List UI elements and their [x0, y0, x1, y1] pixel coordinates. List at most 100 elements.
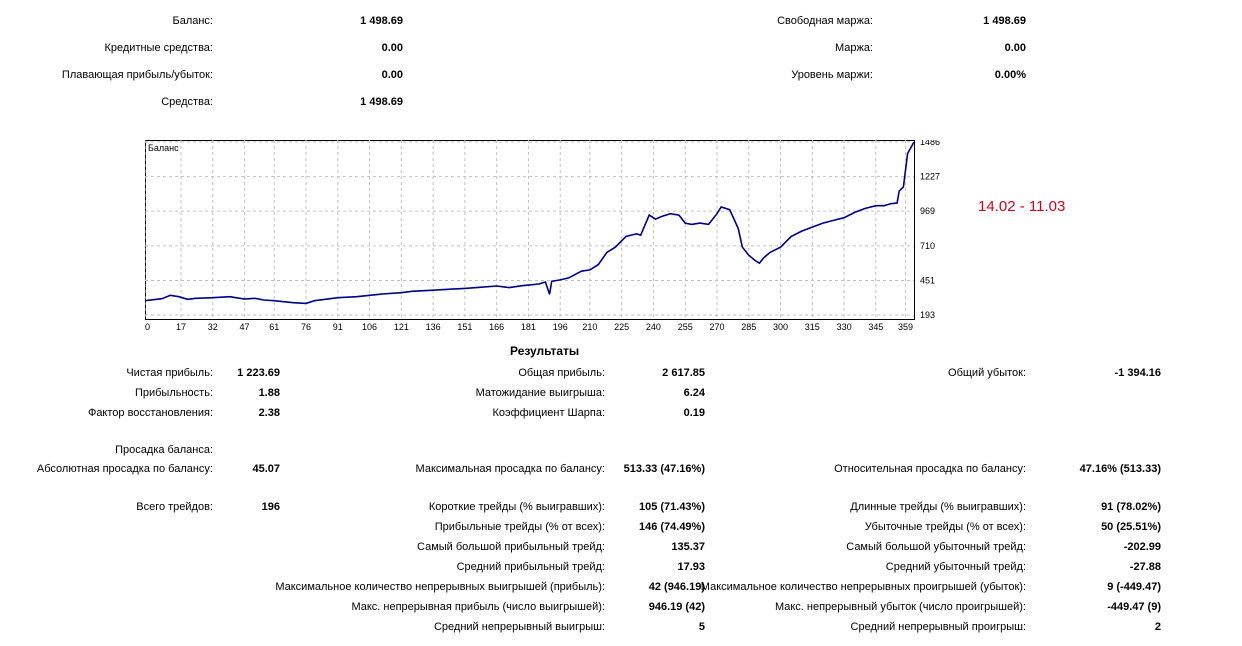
- x-tick-label: 181: [521, 322, 536, 332]
- x-tick-label: 121: [394, 322, 409, 332]
- x-tick-label: 0: [145, 322, 150, 332]
- x-tick-label: 136: [426, 322, 441, 332]
- y-tick-label: 710: [920, 241, 935, 251]
- gross-loss-value: -1 394.16: [1114, 367, 1161, 379]
- margin-level-value: 0.00%: [994, 69, 1026, 81]
- avg-cons-losses-label: Средний непрерывный проигрыш:: [850, 621, 1026, 633]
- x-tick-label: 345: [868, 322, 883, 332]
- max-cons-wins-label: Максимальное количество непрерывных выиг…: [275, 581, 605, 593]
- gross-loss-label: Общий убыток:: [948, 367, 1026, 379]
- balance-label: Баланс:: [172, 15, 213, 27]
- floating-value: 0.00: [381, 69, 403, 81]
- x-tick-label: 270: [709, 322, 724, 332]
- largest-profit-label: Самый большой прибыльный трейд:: [417, 541, 605, 553]
- max-drawdown-value: 513.33 (47.16%): [623, 463, 705, 475]
- profit-trades-label: Прибыльные трейды (% от всех):: [434, 521, 605, 533]
- profit-trades-value: 146 (74.49%): [638, 521, 705, 533]
- equity-label: Средства:: [161, 96, 213, 108]
- x-tick-label: 76: [301, 322, 311, 332]
- x-tick-label: 106: [362, 322, 377, 332]
- results-title: Результаты: [510, 344, 580, 358]
- credit-label: Кредитные средства:: [104, 42, 213, 54]
- long-trades-value: 91 (78.02%): [1101, 501, 1161, 513]
- max-cons-loss-value: -449.47 (9): [1107, 601, 1161, 613]
- avg-cons-wins-label: Средний непрерывный выигрыш:: [433, 621, 605, 633]
- y-tick-label: 193: [920, 310, 935, 320]
- free-margin-value: 1 498.69: [983, 15, 1026, 27]
- x-tick-label: 285: [741, 322, 756, 332]
- x-tick-label: 225: [614, 322, 629, 332]
- balance-series-line: [145, 141, 915, 305]
- chart-plot-area: [145, 140, 915, 320]
- gross-profit-value: 2 617.85: [662, 367, 705, 379]
- y-tick-label: 1486: [920, 140, 940, 147]
- y-tick-label: 969: [920, 206, 935, 216]
- balance-value: 1 498.69: [360, 15, 403, 27]
- x-tick-label: 359: [898, 322, 913, 332]
- x-tick-label: 196: [553, 322, 568, 332]
- largest-profit-value: 135.37: [671, 541, 705, 553]
- rel-drawdown-value: 47.16% (513.33): [1079, 463, 1161, 475]
- avg-loss-value: -27.88: [1129, 561, 1161, 573]
- x-tick-label: 210: [582, 322, 597, 332]
- avg-profit-label: Средний прибыльный трейд:: [456, 561, 605, 573]
- recovery-factor-label: Фактор восстановления:: [87, 407, 213, 419]
- x-tick-label: 91: [333, 322, 343, 332]
- margin-value: 0.00: [1004, 42, 1026, 54]
- margin-label: Маржа:: [834, 42, 873, 54]
- recovery-factor-value: 2.38: [258, 407, 280, 419]
- short-trades-value: 105 (71.43%): [638, 501, 705, 513]
- profit-factor-label: Прибыльность:: [134, 387, 213, 399]
- max-cons-profit-label: Макс. непрерывная прибыль (число выигрыш…: [351, 601, 605, 613]
- y-axis-ticks: 1486 1227 969 710 451 193: [920, 140, 940, 320]
- max-cons-losses-label: Максимальное количество непрерывных прои…: [700, 581, 1026, 593]
- net-profit-value: 1 223.69: [237, 367, 280, 379]
- balance-chart: Баланс 1486 1227 969 710 451 193 0 17 32 47 61 76 9…: [145, 140, 940, 332]
- margin-level-label: Уровень маржи:: [791, 69, 873, 81]
- x-tick-label: 166: [489, 322, 504, 332]
- max-cons-wins-value: 42 (946.19): [648, 581, 705, 593]
- total-trades-label: Всего трейдов:: [136, 501, 213, 513]
- abs-drawdown-label: Абсолютная просадка по балансу:: [36, 463, 213, 475]
- x-tick-label: 330: [837, 322, 852, 332]
- avg-cons-losses-value: 2: [1154, 621, 1161, 633]
- sharpe-label: Коэффициент Шарпа:: [492, 407, 605, 419]
- x-tick-label: 255: [678, 322, 693, 332]
- credit-value: 0.00: [381, 42, 403, 54]
- avg-cons-wins-value: 5: [698, 621, 705, 633]
- avg-loss-label: Средний убыточный трейд:: [885, 561, 1026, 573]
- y-tick-label: 1227: [920, 172, 940, 182]
- x-tick-label: 32: [208, 322, 218, 332]
- expected-payoff-value: 6.24: [683, 387, 705, 399]
- date-range-annotation: 14.02 - 11.03: [978, 198, 1066, 215]
- chart-grid: [145, 140, 914, 319]
- x-tick-label: 315: [805, 322, 820, 332]
- y-tick-label: 451: [920, 275, 935, 285]
- expected-payoff-label: Матожидание выигрыша:: [475, 387, 605, 399]
- max-drawdown-label: Максимальная просадка по балансу:: [415, 463, 605, 475]
- largest-loss-value: -202.99: [1123, 541, 1161, 553]
- abs-drawdown-value: 45.07: [252, 463, 280, 475]
- short-trades-label: Короткие трейды (% выигравших):: [428, 501, 605, 513]
- rel-drawdown-label: Относительная просадка по балансу:: [834, 463, 1026, 475]
- long-trades-label: Длинные трейды (% выигравших):: [850, 501, 1026, 513]
- max-cons-loss-label: Макс. непрерывный убыток (число проигрыш…: [774, 601, 1026, 613]
- max-cons-profit-value: 946.19 (42): [648, 601, 705, 613]
- max-cons-losses-value: 9 (-449.47): [1107, 581, 1161, 593]
- x-tick-label: 240: [646, 322, 661, 332]
- profit-factor-value: 1.88: [258, 387, 280, 399]
- gross-profit-label: Общая прибыль:: [518, 367, 605, 379]
- loss-trades-value: 50 (25.51%): [1101, 521, 1161, 533]
- x-tick-label: 17: [176, 322, 186, 332]
- floating-label: Плавающая прибыль/убыток:: [61, 69, 213, 81]
- equity-value: 1 498.69: [360, 96, 403, 108]
- free-margin-label: Свободная маржа:: [777, 15, 873, 27]
- total-trades-value: 196: [261, 501, 280, 513]
- loss-trades-label: Убыточные трейды (% от всех):: [864, 521, 1026, 533]
- largest-loss-label: Самый большой убыточный трейд:: [846, 541, 1026, 553]
- x-tick-label: 47: [240, 322, 250, 332]
- x-axis-ticks: 0 17 32 47 61 76 91 106 121 136 151 166 181 196 210 225…: [145, 322, 913, 332]
- chart-title: Баланс: [148, 143, 179, 153]
- x-tick-label: 151: [457, 322, 472, 332]
- net-profit-label: Чистая прибыль:: [126, 367, 213, 379]
